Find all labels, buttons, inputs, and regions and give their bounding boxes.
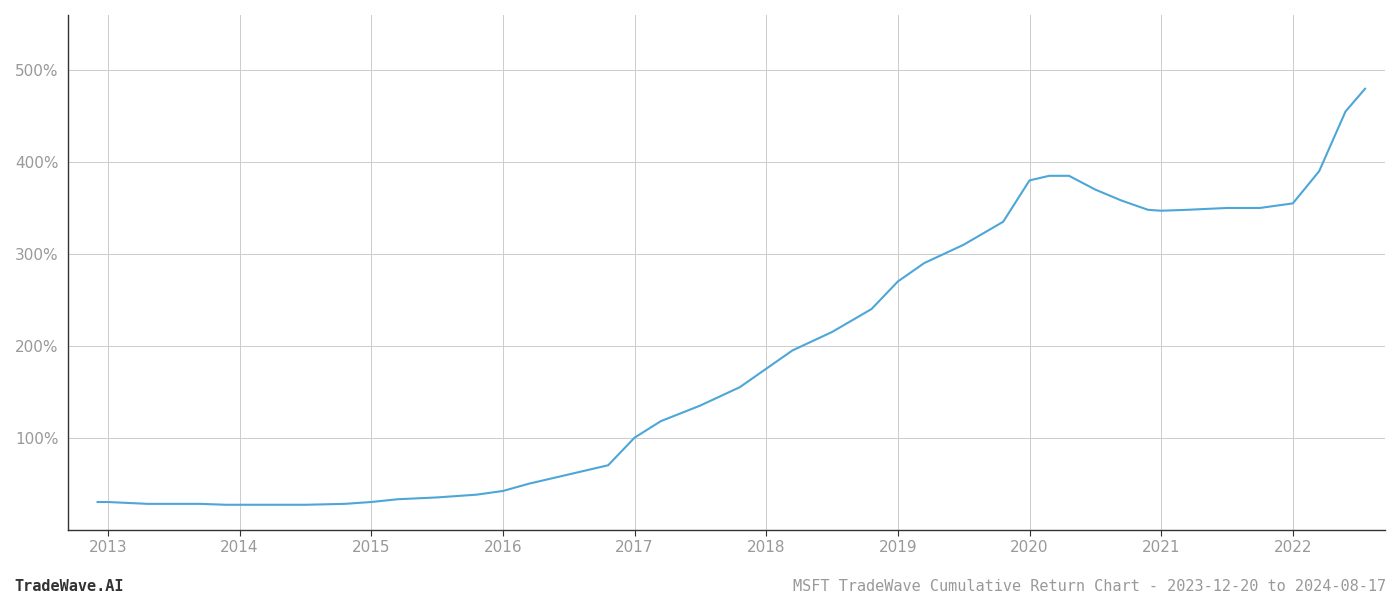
Text: MSFT TradeWave Cumulative Return Chart - 2023-12-20 to 2024-08-17: MSFT TradeWave Cumulative Return Chart -… bbox=[792, 579, 1386, 594]
Text: TradeWave.AI: TradeWave.AI bbox=[14, 579, 123, 594]
